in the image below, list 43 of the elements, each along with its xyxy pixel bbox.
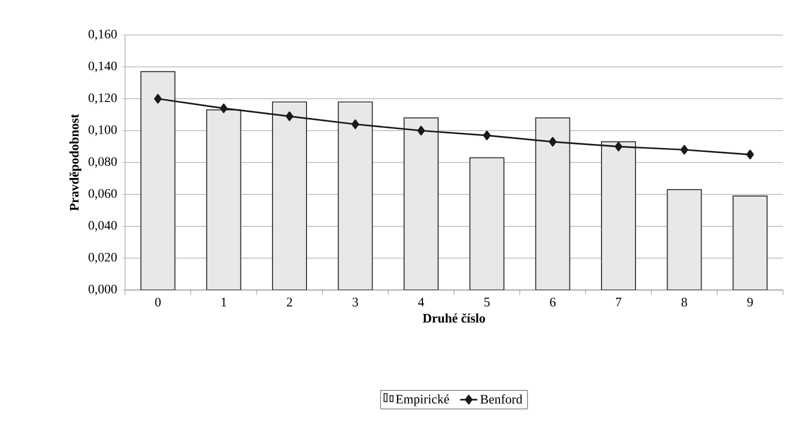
bar <box>469 157 504 290</box>
y-tick-label: 0,080 <box>88 157 117 168</box>
bar <box>666 189 702 290</box>
x-tick-label: 1 <box>222 298 226 306</box>
bar <box>601 141 636 290</box>
bar <box>732 195 768 290</box>
bar <box>206 109 242 290</box>
legend-label: Benford <box>480 394 522 404</box>
x-tick-label: 3 <box>352 298 358 306</box>
y-tick-label: 0,120 <box>88 93 117 104</box>
point <box>680 144 688 155</box>
point <box>352 119 360 130</box>
y-tick-label: 0,140 <box>88 62 117 72</box>
point <box>548 136 557 147</box>
y-axis-title: Pravděpodobnost <box>69 114 82 211</box>
x-tick-label: 7 <box>616 298 622 306</box>
point <box>614 142 622 152</box>
y-tick-label: 0,000 <box>88 284 117 296</box>
bar <box>535 117 570 290</box>
x-tick-label: 5 <box>484 298 490 306</box>
x-tick-label: 9 <box>747 298 753 306</box>
point <box>154 94 162 104</box>
point <box>483 130 491 140</box>
y-tick-label: 0,160 <box>88 30 117 40</box>
x-tick-label: 6 <box>550 298 556 306</box>
point <box>220 104 228 114</box>
y-tick-label: 0,020 <box>88 252 117 264</box>
bar <box>338 101 373 290</box>
x-axis-title: Druhé číslo <box>422 313 485 323</box>
bar <box>404 117 439 290</box>
bar <box>140 71 176 290</box>
point <box>286 111 294 122</box>
y-tick-label: 0,100 <box>88 125 117 136</box>
x-tick-label: 0 <box>155 298 161 307</box>
legend-label: Empirické <box>396 394 450 406</box>
x-tick-label: 8 <box>682 298 688 307</box>
y-tick-label: 0,040 <box>88 220 117 232</box>
bar <box>272 101 308 290</box>
point <box>746 150 754 160</box>
point <box>417 126 425 136</box>
x-tick-label: 2 <box>286 298 292 306</box>
x-tick-label: 4 <box>418 298 424 306</box>
y-tick-label: 0,060 <box>88 189 117 200</box>
